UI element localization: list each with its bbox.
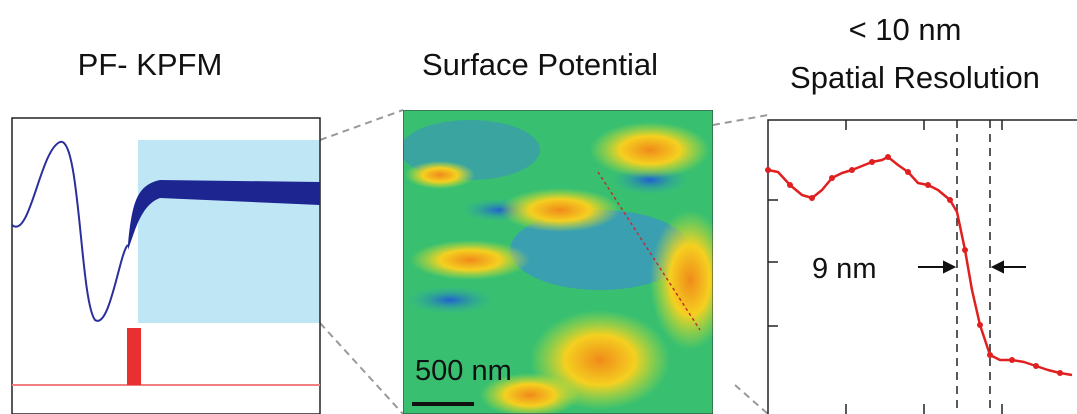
panel-pf-kpfm — [12, 118, 320, 414]
panel-title: Spatial Resolution — [790, 60, 1040, 95]
panel-profile: 9 nm — [765, 120, 1077, 414]
figure: PF- KPFM Surface Potential < 10 nm Spati… — [0, 0, 1077, 414]
panel-title: PF- KPFM — [78, 47, 223, 82]
resolution-label: 9 nm — [812, 253, 876, 285]
panel-title: < 10 nm — [849, 12, 962, 47]
panel-title: Surface Potential — [422, 47, 658, 82]
scale-bar-label: 500 nm — [415, 355, 512, 387]
